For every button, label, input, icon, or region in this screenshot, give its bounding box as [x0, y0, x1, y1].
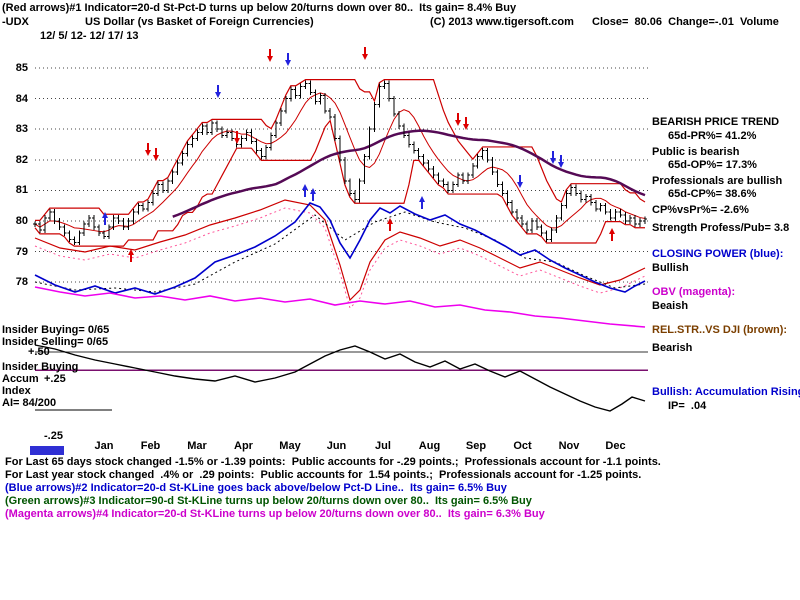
y-axis-label: 82 [15, 153, 28, 166]
blue-down-arrow-icon [517, 182, 523, 188]
indicator1-header: (Red arrows)#1 Indicator=20-d St-Pct-D t… [2, 2, 517, 14]
y-axis-label: 81 [15, 184, 28, 197]
pr-percent: 65d-PR%= 41.2% [668, 130, 757, 142]
long-ma-line [172, 129, 646, 218]
copyright: (C) 2013 www.tigersoft.com [430, 16, 574, 28]
blue-up-arrow-icon [310, 188, 316, 194]
month-label: May [279, 440, 301, 452]
strength-ratio: Strength Profess/Pub= 3.8 [652, 222, 790, 234]
insider-buying-count: Insider Buying= 0/65 [2, 324, 110, 336]
public-sentiment: Public is bearish [652, 146, 740, 158]
red-up-arrow-icon [609, 228, 615, 234]
professional-sentiment: Professionals are bullish [652, 175, 783, 187]
month-label: Oct [513, 440, 532, 452]
red-down-arrow-icon [153, 155, 159, 161]
blue-down-arrow-icon [285, 60, 291, 66]
relative-strength-line [34, 344, 646, 412]
month-label: Apr [234, 440, 253, 452]
obv-state: Beaish [652, 300, 689, 312]
month-label: Jan [94, 440, 114, 452]
obv-line [34, 286, 646, 328]
scale-plus-25: +.25 [44, 373, 66, 385]
quote-line: Close= 80.06 Change=-.01 Volume [592, 16, 779, 28]
accum-label: Accum [2, 373, 39, 385]
ticker-symbol: -UDX [2, 16, 29, 28]
index-label: Index [2, 385, 31, 397]
pct-d-signal-dotted [34, 207, 646, 309]
blue-up-arrow-icon [302, 184, 308, 190]
indicator2-legend: (Blue arrows)#2 Indicator=20-d St-KLine … [5, 482, 507, 494]
cp-vs-pr: CP%vsPr%= -2.6% [652, 204, 749, 216]
red-down-arrow-icon [145, 150, 151, 156]
y-axis-label: 78 [15, 276, 28, 289]
month-label: Aug [418, 440, 441, 452]
footer-stats-65d: For Last 65 days stock changed -1.5% or … [5, 456, 661, 468]
rel-str-state: Bearish [652, 342, 693, 354]
month-label: Jul [375, 440, 391, 452]
blue-down-arrow-icon [558, 162, 564, 168]
month-label: Jun [326, 440, 347, 452]
blue-up-arrow-icon [102, 212, 108, 218]
obv-label: OBV (magenta): [652, 286, 736, 298]
short-ma-line [34, 92, 646, 233]
y-axis-label: 80 [15, 215, 28, 227]
closing-power-state: Bullish [652, 262, 689, 274]
red-down-arrow-icon [267, 56, 273, 62]
scale-minus-25: -.25 [44, 430, 63, 442]
y-axis-label: 83 [15, 123, 28, 136]
pct-d-line [34, 199, 646, 302]
red-up-arrow-icon [387, 218, 393, 224]
red-down-arrow-icon [455, 120, 461, 126]
indicator4-legend: (Magenta arrows)#4 Indicator=20-d St-KLi… [5, 508, 545, 520]
closing-power-label: CLOSING POWER (blue): [652, 248, 784, 260]
chart-title: US Dollar (vs Basket of Foreign Currenci… [85, 16, 314, 28]
indicator3-legend: (Green arrows)#3 Indicator=90-d St-KLine… [5, 495, 532, 507]
accumulation-note: Bullish: Accumulation Rising [652, 386, 800, 398]
price-trend-title: BEARISH PRICE TREND [652, 116, 780, 128]
month-label: Feb [140, 440, 161, 452]
blue-down-arrow-icon [215, 92, 221, 98]
footer-stats-year: For Last year stock changed .4% or .29 p… [5, 469, 642, 481]
y-axis-label: 85 [15, 62, 28, 74]
y-axis-label: 79 [15, 245, 28, 258]
op-percent: 65d-OP%= 17.3% [668, 159, 757, 171]
accumulation-index-value: AI= 84/200 [2, 397, 57, 409]
blue-up-arrow-icon [419, 196, 425, 202]
red-down-arrow-icon [234, 138, 240, 144]
insider-buying-label: Insider Buying [2, 361, 79, 373]
month-label: Mar [187, 440, 207, 452]
rel-str-label: REL.STR..VS DJI (brown): [652, 324, 788, 336]
upper-band-line [35, 79, 646, 221]
cp-percent: 65d-CP%= 38.6% [668, 188, 757, 200]
month-label: Dec [605, 440, 626, 452]
lower-band-line [34, 119, 645, 247]
y-axis-label: 84 [15, 92, 28, 105]
red-down-arrow-icon [362, 54, 368, 60]
closing-power-line [34, 202, 646, 295]
scale-plus-50: +.50 [28, 346, 50, 358]
red-down-arrow-icon [463, 124, 469, 130]
red-up-arrow-icon [128, 249, 134, 255]
ip-value: IP= .04 [668, 400, 707, 412]
blue-down-arrow-icon [550, 158, 556, 164]
month-label: Sep [465, 440, 487, 452]
scrollbar-thumb[interactable] [30, 446, 64, 455]
month-label: Nov [558, 440, 580, 452]
insider-selling-count: Insider Selling= 0/65 [2, 336, 109, 348]
date-range: 12/ 5/ 12- 12/ 17/ 13 [40, 30, 139, 42]
